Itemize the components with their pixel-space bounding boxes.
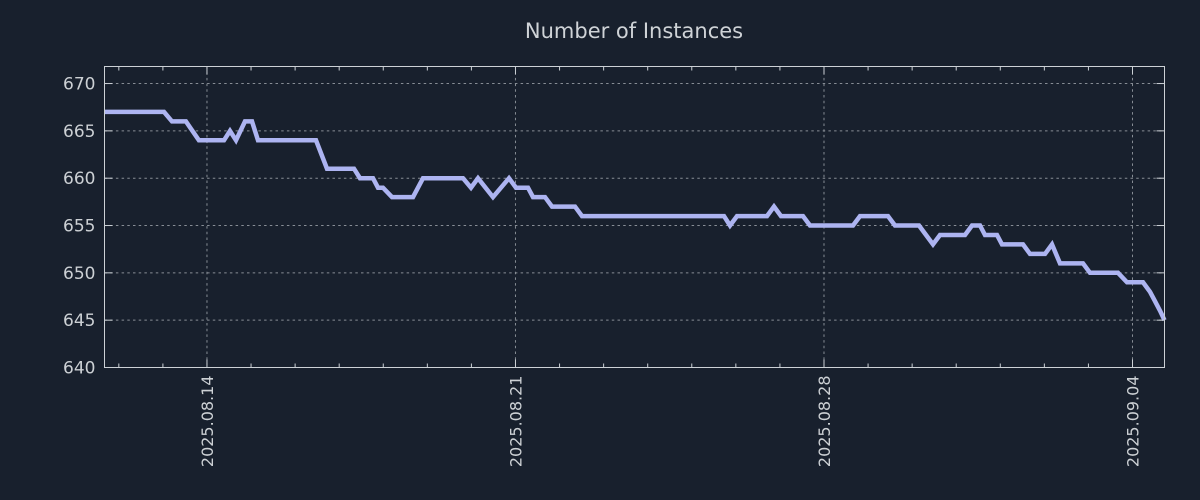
y-tick-label: 665 [63,122,95,142]
label-layer: 640 645 650 655 660 665 670 2025.08.14 2025.08.2… [63,75,1142,468]
plot-border [104,66,1165,368]
x-tick-label: 2025.09.04 [1124,376,1143,468]
y-tick-label: 645 [63,311,95,331]
axis-layer [104,66,1165,368]
y-tick-label: 670 [63,75,95,95]
y-tick-label: 640 [63,359,95,379]
x-tick-label: 2025.08.21 [506,376,525,468]
series-line [104,109,1167,322]
y-tick-label: 655 [63,217,95,237]
x-tick-label: 2025.08.14 [198,376,217,468]
series-layer [104,109,1167,322]
grid-layer [104,66,1165,368]
y-tick-label: 650 [63,264,95,284]
chart-title: Number of Instances [525,19,743,43]
x-tick-label: 2025.08.28 [815,376,834,468]
y-tick-label: 660 [63,169,95,189]
